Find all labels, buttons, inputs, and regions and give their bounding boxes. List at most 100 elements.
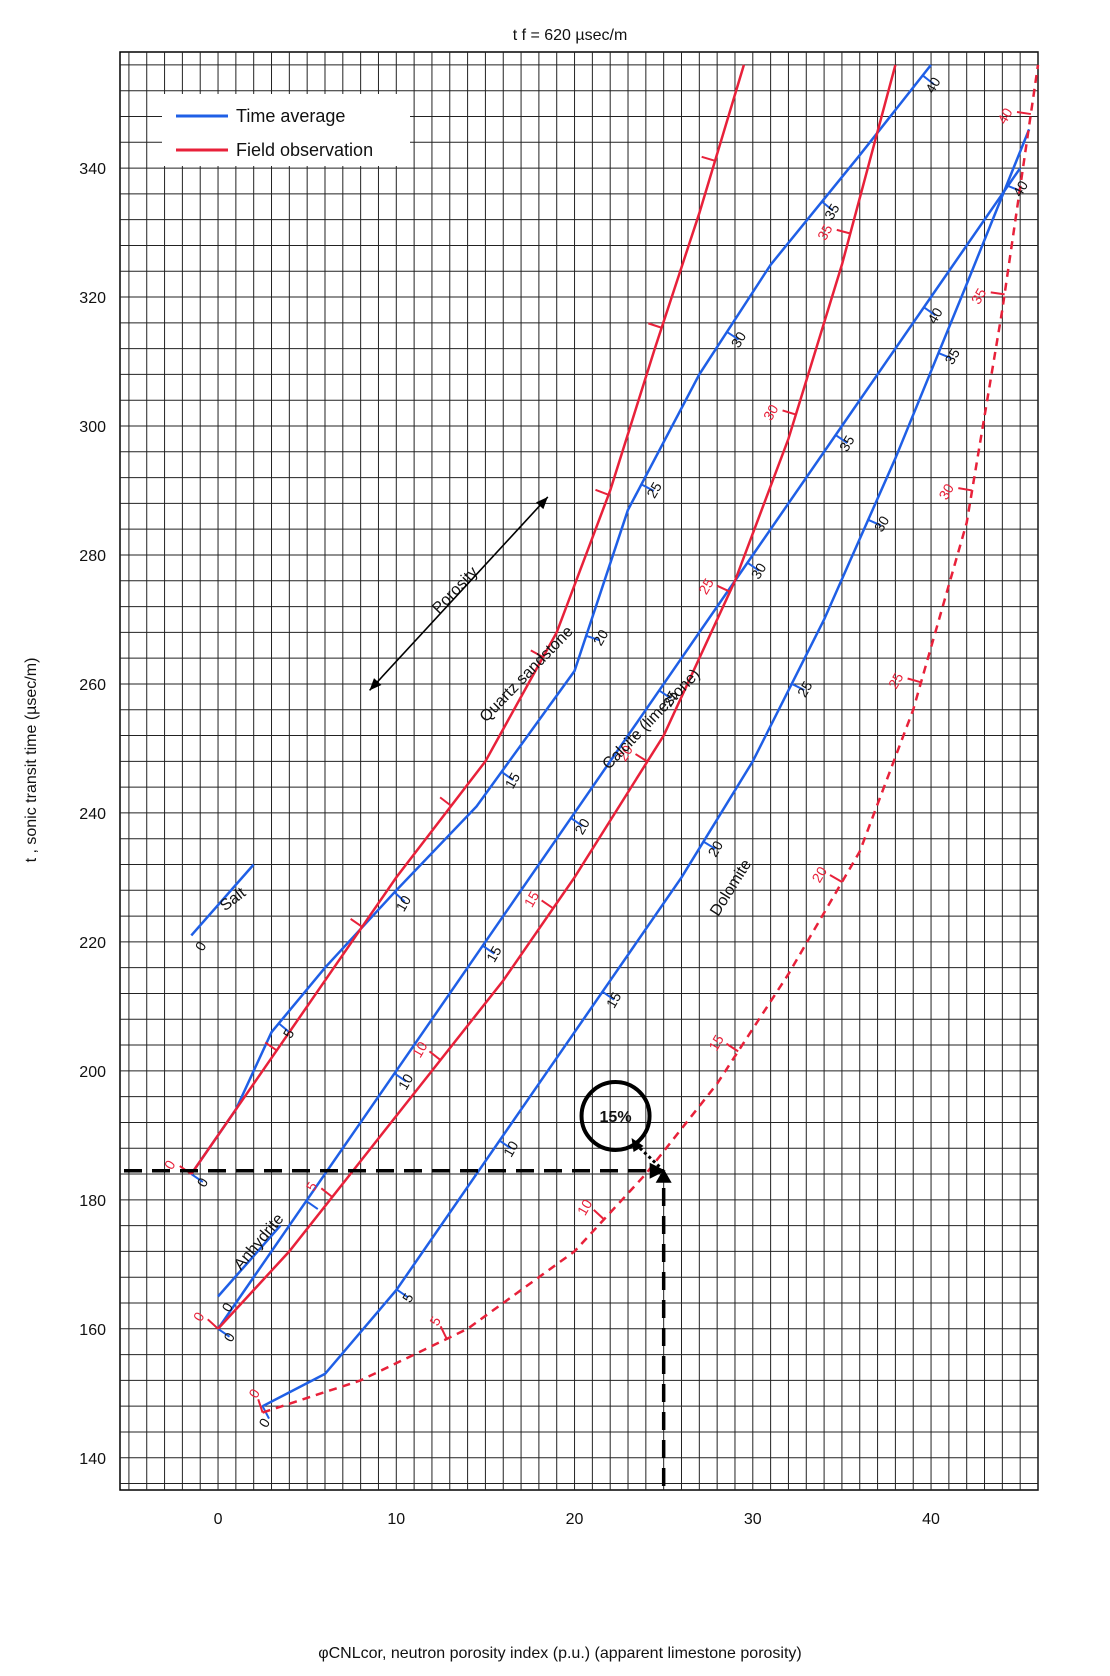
porosity-arrow xyxy=(368,496,549,691)
porosity-tick xyxy=(702,840,716,850)
porosity-label: 15 xyxy=(502,770,524,792)
porosity-label: 20 xyxy=(590,627,612,649)
porosity-label: 40 xyxy=(1009,178,1031,200)
annotation-pointer-head xyxy=(631,1137,644,1152)
series-line xyxy=(262,64,1040,1414)
porosity-label: 30 xyxy=(748,560,770,582)
porosity-tick xyxy=(907,677,922,684)
arrow-head xyxy=(369,678,382,691)
porosity-tick xyxy=(791,682,805,691)
porosity-tick xyxy=(305,1200,319,1210)
annotation: 15% xyxy=(124,1079,672,1486)
porosity-tick xyxy=(835,434,848,444)
porosity-tick xyxy=(990,291,1005,296)
porosity-tick xyxy=(595,488,609,496)
arrow-head xyxy=(535,496,548,510)
y-tick-label: 180 xyxy=(79,1193,106,1210)
porosity-label: 15 xyxy=(705,1032,727,1054)
porosity-tick xyxy=(190,1173,204,1183)
series-line xyxy=(190,64,746,1175)
series-line xyxy=(190,64,932,1175)
porosity-tick xyxy=(501,770,514,781)
porosity-tick xyxy=(829,874,843,883)
porosity-label: 30 xyxy=(728,329,750,351)
porosity-tick xyxy=(634,753,648,763)
porosity-tick xyxy=(393,1072,407,1083)
legend: Time average Field observation xyxy=(162,94,410,166)
porosity-label: 35 xyxy=(968,285,990,307)
porosity-tick xyxy=(958,487,973,492)
y-tick-label: 300 xyxy=(79,419,106,436)
porosity-tick xyxy=(658,689,672,700)
porosity-label: 20 xyxy=(704,838,726,860)
porosity-tick xyxy=(585,634,600,642)
porosity-tick xyxy=(836,228,851,235)
porosity-tick xyxy=(782,409,797,416)
porosity-label: 25 xyxy=(794,678,816,700)
porosity-label: 20 xyxy=(808,864,830,886)
y-tick-label: 320 xyxy=(79,290,106,307)
legend-box xyxy=(162,94,410,166)
porosity-tick xyxy=(821,200,834,212)
x-tick-label: 30 xyxy=(744,1511,762,1528)
x-tick-label: 10 xyxy=(387,1511,405,1528)
porosity-tick xyxy=(938,352,952,360)
porosity-label: 40 xyxy=(922,74,944,96)
porosity-tick xyxy=(482,944,495,955)
porosity-tick xyxy=(726,331,740,341)
series-line xyxy=(217,1224,282,1298)
porosity-tick xyxy=(499,1139,512,1150)
annotation-circle xyxy=(579,1079,652,1152)
y-tick-label: 280 xyxy=(79,548,106,565)
legend-entry: Field observation xyxy=(236,140,373,160)
porosity-tick xyxy=(601,990,615,1001)
porosity-tick xyxy=(541,899,554,910)
porosity-label: 10 xyxy=(392,892,414,914)
porosity-label: 15 xyxy=(483,943,505,965)
porosity-tick xyxy=(439,1325,448,1340)
y-tick-label: 160 xyxy=(79,1322,106,1339)
x-tick-label: 20 xyxy=(566,1511,584,1528)
porosity-tick xyxy=(350,918,363,928)
porosity-tick xyxy=(439,796,452,807)
x-axis-label: φCNLcor, neutron porosity index (p.u.) (… xyxy=(318,1645,802,1662)
porosity-tick xyxy=(570,817,584,827)
series-line xyxy=(217,64,897,1330)
porosity-tick xyxy=(593,1209,605,1221)
y-tick-label: 260 xyxy=(79,677,106,694)
axis-ticks: 0 10 20 30 40 140 160 180 200 220 240 260 280 300 320 3… xyxy=(79,161,940,1528)
curves xyxy=(179,64,1040,1420)
porosity-label: 20 xyxy=(614,742,636,764)
porosity-tick xyxy=(867,518,882,527)
y-tick-label: 200 xyxy=(79,1064,106,1081)
porosity-tick xyxy=(207,1318,219,1330)
porosity-tick xyxy=(640,483,655,492)
porosity-tick xyxy=(393,891,406,903)
legend-entry: Time average xyxy=(236,106,345,126)
series-line xyxy=(262,128,1031,1408)
y-axis-label: t , sonic transit time (µsec/m) xyxy=(23,658,40,863)
porosity-label: 35 xyxy=(941,345,963,367)
plot-area xyxy=(119,51,1039,1491)
porosity-tick xyxy=(922,74,935,85)
y-tick-label: 240 xyxy=(79,806,106,823)
porosity-tick xyxy=(1016,111,1031,116)
porosity-tick xyxy=(1006,184,1020,192)
grid xyxy=(119,51,1039,1491)
porosity-tick xyxy=(264,1041,278,1052)
porosity-tick xyxy=(278,1022,291,1034)
annotation-label: 15% xyxy=(600,1109,632,1126)
porosity-label: 40 xyxy=(994,105,1016,127)
porosity-tick xyxy=(648,322,662,329)
porosity-label: 30 xyxy=(871,513,893,535)
porosity-label: 10 xyxy=(574,1196,596,1218)
porosity-label: 25 xyxy=(695,575,717,597)
porosity-label: 30 xyxy=(760,401,782,423)
porosity-tick xyxy=(257,1399,264,1413)
y-tick-label: 340 xyxy=(79,161,106,178)
porosity-label: 15 xyxy=(521,888,543,910)
porosity-label: 25 xyxy=(885,670,907,692)
porosity-label: 35 xyxy=(814,221,836,243)
porosity-tick xyxy=(320,1187,333,1198)
